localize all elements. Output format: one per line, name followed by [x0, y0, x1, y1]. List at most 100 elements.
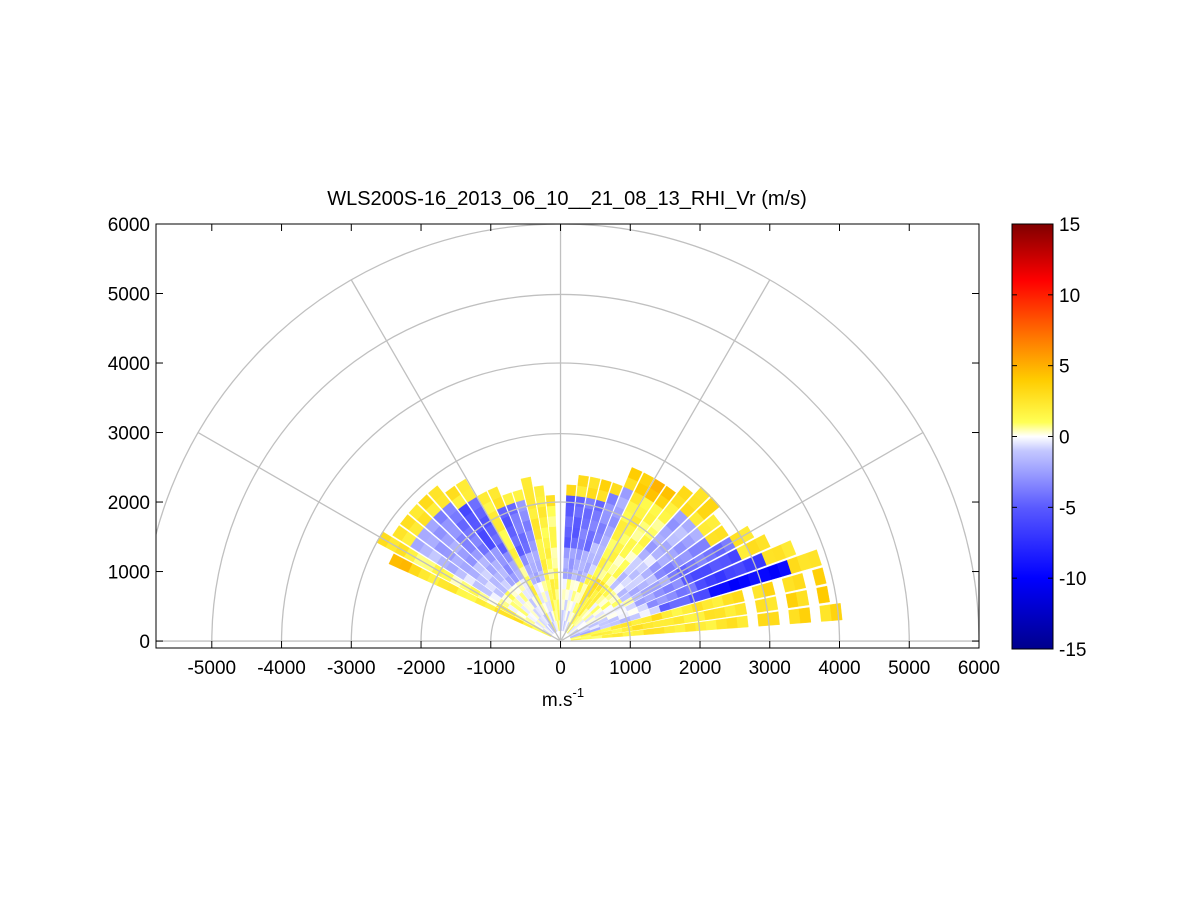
velocity-cell	[816, 585, 830, 604]
velocity-cell	[575, 495, 586, 508]
x-tick-label: 2000	[679, 658, 721, 679]
x-tick-label: -5000	[187, 658, 236, 679]
velocity-cell	[695, 621, 707, 632]
x-axis-label-superscript: -1	[573, 685, 585, 700]
velocity-cell	[812, 567, 827, 586]
velocity-cell	[660, 485, 676, 502]
velocity-cell	[694, 486, 711, 503]
velocity-cell	[795, 590, 810, 607]
velocity-cell	[565, 505, 575, 517]
x-tick-label: -4000	[257, 658, 306, 679]
x-tick-label: 5000	[888, 658, 930, 679]
y-tick-label: 4000	[108, 354, 150, 375]
x-tick-label: 6000	[958, 658, 1000, 679]
velocity-cell	[564, 526, 573, 538]
velocity-cell	[726, 617, 739, 629]
y-axis-ticks: 0 1000 2000 3000 4000 5000 6000	[108, 215, 979, 653]
x-tick-label: -3000	[327, 658, 376, 679]
velocity-cell	[392, 525, 408, 542]
y-tick-label: 6000	[108, 215, 150, 236]
velocity-cell	[676, 485, 694, 502]
velocity-cell	[547, 515, 557, 528]
velocity-cell	[663, 625, 676, 634]
velocity-cell	[703, 496, 721, 514]
velocity-cell	[791, 573, 807, 591]
velocity-cell	[477, 491, 492, 506]
velocity-cell	[445, 485, 461, 502]
velocity-cell	[566, 484, 577, 497]
azimuth-spoke	[350, 279, 562, 642]
y-tick-label: 0	[139, 632, 150, 653]
velocity-cell	[400, 514, 416, 531]
velocity-cell	[549, 536, 557, 548]
velocity-cell	[780, 540, 797, 559]
colorbar-gradient	[1011, 223, 1054, 650]
velocity-cell	[539, 516, 549, 529]
velocity-cell	[588, 476, 601, 490]
colorbar-tick-label: 10	[1059, 286, 1080, 307]
velocity-cell	[599, 479, 612, 493]
velocity-cell	[577, 474, 589, 488]
velocity-cell	[650, 478, 666, 494]
x-tick-label: 0	[555, 658, 566, 679]
y-tick-label: 5000	[108, 285, 150, 306]
velocity-cell	[563, 557, 570, 569]
azimuth-spoke	[559, 279, 771, 642]
velocity-cell	[806, 549, 822, 569]
velocity-cell	[767, 611, 780, 626]
velocity-cell	[553, 567, 559, 580]
colorbar-tick-label: -5	[1059, 498, 1076, 519]
velocity-cell	[715, 618, 728, 630]
velocity-cell	[502, 492, 515, 506]
velocity-cell	[564, 515, 574, 528]
velocity-cell	[829, 603, 843, 621]
x-tick-label: -1000	[466, 658, 515, 679]
velocity-cell	[533, 485, 545, 498]
velocity-cell	[639, 472, 655, 488]
x-tick-label: 1000	[609, 658, 651, 679]
y-tick-label: 1000	[108, 563, 150, 584]
velocity-cell	[537, 506, 547, 518]
chart-title: WLS200S-16_2013_06_10__21_08_13_RHI_Vr (…	[327, 188, 807, 210]
velocity-cell	[520, 476, 533, 490]
velocity-cell	[535, 495, 546, 508]
velocity-cell	[576, 485, 588, 498]
velocity-cell	[736, 615, 749, 629]
colorbar: 15 10 5 0 -5 -10 -15	[1011, 215, 1086, 661]
velocity-cell	[408, 503, 425, 520]
velocity-cell	[674, 624, 686, 633]
velocity-cell	[564, 536, 572, 548]
colorbar-tick-label: 0	[1059, 428, 1070, 449]
colorbar-tick-label: -10	[1059, 569, 1086, 590]
velocity-cell	[754, 534, 771, 552]
velocity-cell	[546, 505, 556, 517]
velocity-cell	[734, 602, 748, 616]
x-tick-label: -2000	[397, 658, 446, 679]
velocity-cell	[487, 486, 502, 501]
velocity-cell	[562, 567, 569, 580]
velocity-cell	[731, 590, 745, 604]
velocity-cell	[550, 547, 558, 559]
colorbar-tick-label: 15	[1059, 215, 1080, 236]
velocity-cell	[563, 547, 571, 559]
velocity-cell	[705, 514, 721, 531]
velocity-cell	[798, 607, 812, 624]
azimuth-spoke	[560, 431, 924, 642]
velocity-cell	[565, 494, 576, 507]
velocity-cell	[428, 485, 445, 502]
velocity-cell	[418, 494, 435, 511]
x-tick-label: 4000	[818, 658, 860, 679]
velocity-cell	[705, 619, 718, 631]
azimuth-spoke	[197, 431, 561, 642]
velocity-cell	[545, 494, 556, 507]
velocity-cell	[455, 478, 472, 494]
x-tick-label: 3000	[749, 658, 791, 679]
velocity-cell	[627, 467, 643, 482]
y-tick-label: 2000	[108, 493, 150, 514]
velocity-cell	[713, 525, 729, 542]
velocity-cell	[713, 606, 727, 619]
colorbar-tick-label: -15	[1059, 640, 1086, 661]
velocity-cell	[684, 622, 697, 632]
velocity-cell	[819, 604, 833, 622]
